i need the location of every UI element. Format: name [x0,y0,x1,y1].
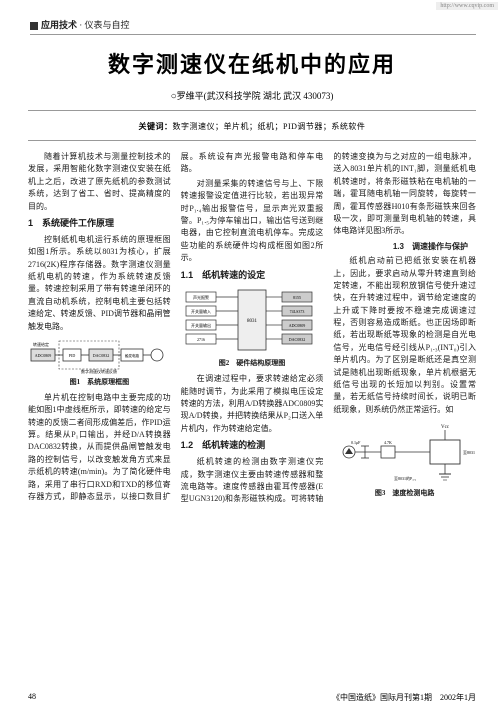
header-section: 应用技术 [41,20,77,30]
svg-text:2716: 2716 [197,337,205,342]
s1-3-p1: 纸机启动前已把纸张安装在机器上，因此，要求启动从零升转速直到给定转速，不能出现积… [333,255,476,416]
svg-text:触发电路: 触发电路 [125,353,139,358]
svg-text:Vcc: Vcc [441,425,450,430]
s1-p3: 对测量采集的转速信号与上、下限转速报警设定值进行比较，若出现异常时P₁.₄输出报… [181,178,324,265]
s1-1-p1: 在调速过程中，要求转速给定必须能随时调节，为此采用了模拟电压设定转速的方法，利用… [181,373,324,435]
svg-text:4.7K: 4.7K [384,440,392,445]
svg-text:8155: 8155 [293,295,301,300]
svg-text:ADC0809: ADC0809 [289,323,305,328]
header-subsection: 仪表与自控 [85,20,130,30]
keywords-label: 关键词： [139,122,173,131]
author-name: 罗维平 [177,91,204,101]
author-affiliation: 武汉科技学院 湖北 武汉 430073 [207,91,331,101]
s1-p1: 控制纸机电机运行系统的原理框图如图1所示。系统以8031为核心，扩展2716(2… [28,234,171,333]
svg-text:DAC0832: DAC0832 [289,337,305,342]
svg-text:74LS373: 74LS373 [290,309,305,314]
intro-para: 随着计算机技术与测量控制技术的发展，采用智能化数字测速仪安装在纸机上之后，改进了… [28,151,171,213]
svg-text:转速给定: 转速给定 [33,341,49,347]
section-1-title: 1 系统硬件工作原理 [28,217,171,231]
figure-2: 8031 声光报警 开关量输入 开关量输出 8155 74LS373 ADC08… [181,286,324,369]
figure-3: Vcc 4.7K 0.1μF 至8031的P₃.₃ 至8031的P₃.₃ [333,420,476,499]
figure-1-caption: 图1 系统原理框图 [28,377,171,388]
svg-text:DAC0832: DAC0832 [93,353,109,358]
figure-2-caption: 图2 硬件结构原理图 [181,358,324,369]
section-1-1-title: 1.1 纸机转速的设定 [181,269,324,283]
keywords-text: 数字测速仪；单片机；纸机；PID调节器；系统软件 [173,122,366,131]
body-columns: 随着计算机技术与测量控制技术的发展，采用智能化数字测速仪安装在纸机上之后，改进了… [28,151,476,671]
page-header: 应用技术 · 仪表与自控 [28,18,476,35]
page-number: 48 [28,692,36,703]
journal-info: 《中国造纸》国际月刊第1期 2002年1月 [332,692,476,703]
author-line: ○罗维平(武汉科技学院 湖北 武汉 430073) [28,89,476,102]
svg-text:0.1μF: 0.1μF [351,440,361,445]
figure-3-caption: 图3 速度检测电路 [333,488,476,499]
section-1-3-title: 1.3 调速操作与保护 [333,241,476,253]
svg-text:数字测速仪转速反馈: 数字测速仪转速反馈 [81,368,117,374]
svg-text:至8031的P₃.₃: 至8031的P₃.₃ [463,449,475,455]
page-footer: 48 《中国造纸》国际月刊第1期 2002年1月 [28,692,476,703]
keywords-line: 关键词：数字测速仪；单片机；纸机；PID调节器；系统软件 [28,121,476,132]
svg-text:声光报警: 声光报警 [193,294,209,300]
source-url: http://www.cqvip.com [436,2,498,10]
svg-text:ADC0809: ADC0809 [35,353,51,358]
svg-text:8031: 8031 [247,319,258,324]
svg-text:开关量输出: 开关量输出 [191,322,211,328]
section-1-2-title: 1.2 纸机转速的检测 [181,439,324,453]
svg-text:PID: PID [69,353,76,358]
article-title: 数字测速仪在纸机中的应用 [28,47,476,79]
svg-text:至8031的P₃.₃: 至8031的P₃.₃ [394,475,417,481]
svg-text:开关量输入: 开关量输入 [191,308,211,314]
figure-1: ADC0809 PID DAC0832 触发电路 转速给定 数字测速仪转速反馈 … [28,337,171,388]
